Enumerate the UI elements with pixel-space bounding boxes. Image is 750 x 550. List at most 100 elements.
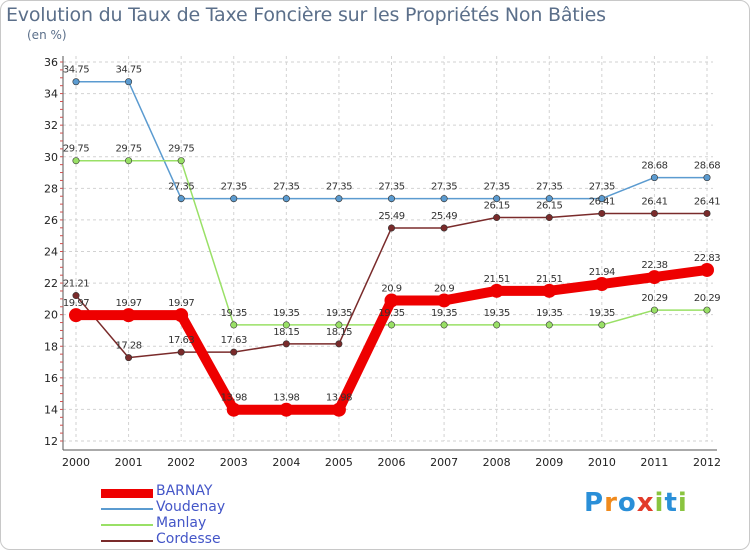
- data-label-barnay: 13.98: [273, 393, 299, 404]
- logo-letter: i: [677, 488, 688, 518]
- data-label-barnay: 22.38: [641, 260, 667, 271]
- proxiti-logo: Proxiti: [584, 488, 688, 518]
- data-point-cordesse: [387, 224, 395, 232]
- y-tick-label: 20: [44, 309, 58, 322]
- data-label-manlay: 20.29: [694, 293, 720, 304]
- data-point-barnay: [279, 402, 294, 417]
- legend-item-barnay: BARNAY: [101, 483, 301, 500]
- y-tick-label: 22: [44, 277, 58, 290]
- logo-letter: P: [584, 488, 605, 518]
- gridlines: [63, 56, 713, 442]
- data-label-barnay: 22.83: [694, 253, 720, 264]
- data-label-cordesse: 21.21: [63, 279, 89, 290]
- data-label-voudenay: 27.35: [589, 182, 615, 193]
- y-tick-label: 18: [44, 340, 58, 353]
- data-point-cordesse: [493, 214, 501, 222]
- data-label-voudenay: 34.75: [116, 65, 142, 76]
- data-point-manlay: [72, 157, 80, 165]
- y-tick-label: 32: [44, 119, 58, 132]
- x-tick-label: 2003: [220, 456, 248, 469]
- legend-label: BARNAY: [156, 483, 213, 499]
- logo-letter: r: [604, 488, 618, 518]
- data-point-cordesse: [125, 354, 133, 362]
- x-tick-label: 2010: [588, 456, 616, 469]
- data-point-barnay: [594, 277, 609, 292]
- data-label-barnay: 21.94: [589, 267, 615, 278]
- data-label-cordesse: 26.41: [694, 196, 720, 207]
- data-label-voudenay: 27.35: [221, 182, 247, 193]
- x-tick-label: 2009: [535, 456, 563, 469]
- data-point-manlay: [703, 306, 711, 314]
- legend-item-cordesse: Cordesse: [101, 531, 301, 548]
- data-label-manlay: 19.35: [378, 308, 404, 319]
- data-point-barnay: [226, 402, 241, 417]
- x-tick-label: 2012: [693, 456, 721, 469]
- data-point-barnay: [647, 270, 662, 285]
- data-label-manlay: 19.35: [221, 308, 247, 319]
- data-point-voudenay: [598, 195, 606, 203]
- data-point-cordesse: [440, 224, 448, 232]
- data-point-manlay: [335, 321, 343, 329]
- data-label-voudenay: 27.35: [536, 182, 562, 193]
- y-tick-label: 12: [44, 435, 58, 448]
- y-tick-label: 26: [44, 214, 58, 227]
- data-label-manlay: 29.75: [63, 144, 89, 155]
- legend: BARNAY Voudenay Manlay Cordesse: [101, 483, 301, 548]
- data-label-barnay: 21.51: [484, 274, 510, 285]
- data-label-cordesse: 17.28: [116, 341, 142, 352]
- data-label-voudenay: 27.35: [273, 182, 299, 193]
- data-label-voudenay: 34.75: [63, 65, 89, 76]
- legend-swatch: [101, 540, 153, 542]
- data-label-manlay: 29.75: [116, 144, 142, 155]
- data-point-manlay: [177, 157, 185, 165]
- legend-label: Voudenay: [156, 499, 226, 515]
- data-label-manlay: 19.35: [326, 308, 352, 319]
- data-label-voudenay: 28.68: [641, 161, 667, 172]
- legend-item-manlay: Manlay: [101, 515, 301, 532]
- data-label-voudenay: 27.35: [168, 182, 194, 193]
- logo-letter: i: [654, 488, 665, 518]
- logo-letter: o: [617, 488, 637, 518]
- legend-label: Manlay: [156, 515, 207, 531]
- data-label-cordesse: 17.63: [168, 335, 194, 346]
- data-label-cordesse: 26.41: [641, 196, 667, 207]
- legend-item-voudenay: Voudenay: [101, 499, 301, 516]
- y-tick-label: 14: [44, 403, 58, 416]
- data-point-voudenay: [650, 174, 658, 182]
- data-labels: 19.97 19.97 19.97 13.98 13.98 13.98 20.9 20.9 21…: [63, 65, 721, 404]
- data-label-barnay: 20.9: [434, 283, 454, 294]
- y-tick-label: 34: [44, 88, 58, 101]
- data-point-cordesse: [282, 340, 290, 348]
- x-tick-label: 2001: [115, 456, 143, 469]
- axes: 12 14 16 18 20 22 24 26 28 30 32 34 36 2000 2001 2002 20…: [44, 56, 721, 469]
- data-point-barnay: [489, 283, 504, 298]
- x-tick-label: 2004: [272, 456, 300, 469]
- data-point-cordesse: [177, 348, 185, 356]
- series-group: [69, 78, 714, 417]
- data-point-cordesse: [72, 292, 80, 300]
- data-label-manlay: 20.29: [641, 293, 667, 304]
- data-point-manlay: [493, 321, 501, 329]
- x-tick-label: 2008: [483, 456, 511, 469]
- data-label-voudenay: 27.35: [326, 182, 352, 193]
- logo-letter: t: [664, 488, 678, 518]
- data-label-cordesse: 26.15: [484, 201, 510, 212]
- data-point-cordesse: [230, 348, 238, 356]
- data-point-cordesse: [335, 340, 343, 348]
- legend-swatch: [101, 524, 153, 526]
- x-tick-label: 2000: [62, 456, 90, 469]
- data-point-manlay: [230, 321, 238, 329]
- data-point-voudenay: [282, 195, 290, 203]
- logo-letter: x: [636, 488, 655, 518]
- unit-label: (en %): [27, 28, 67, 42]
- data-point-manlay: [387, 321, 395, 329]
- x-tick-label: 2005: [325, 456, 353, 469]
- data-label-voudenay: 28.68: [694, 161, 720, 172]
- data-label-manlay: 19.35: [589, 308, 615, 319]
- data-point-barnay: [174, 308, 189, 323]
- y-tick-label: 24: [44, 246, 58, 259]
- data-point-voudenay: [72, 78, 80, 86]
- data-point-barnay: [69, 308, 83, 323]
